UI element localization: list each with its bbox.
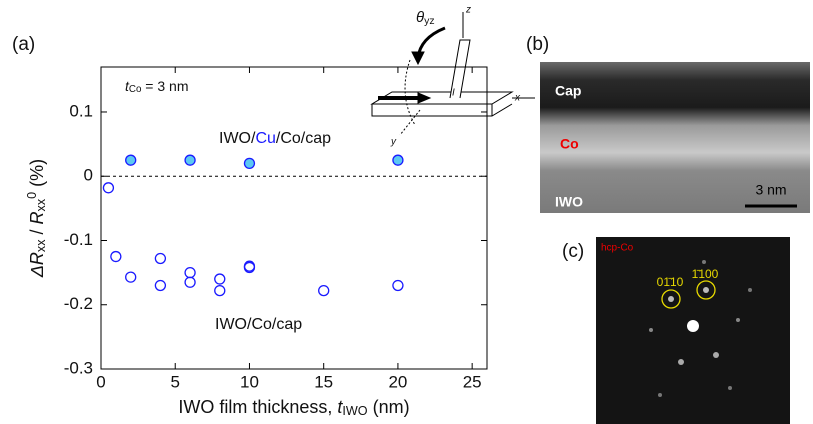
panel-label: (c) [562, 241, 584, 262]
point [393, 155, 403, 165]
text-part: = 3 nm [141, 78, 188, 94]
text-part: xx [34, 239, 48, 252]
point [185, 277, 195, 287]
point [319, 286, 329, 296]
x-tick-label: 0 [96, 372, 105, 391]
spot-label: 1̄100 [692, 267, 719, 281]
text-part: IWO/Co/cap [215, 316, 302, 333]
condition-label: tCo​ = 3 nm [125, 78, 189, 95]
text-part: Cu [255, 130, 275, 147]
point [215, 274, 225, 284]
point [155, 280, 165, 290]
annotation: IWO/Cu/Co/cap [219, 130, 331, 147]
inset-axis: z [465, 5, 471, 16]
tem-label: Cap [555, 83, 581, 99]
annotation: IWO/Co/cap [215, 316, 302, 333]
inset-axis: y [390, 137, 397, 148]
text-part: (%) [27, 159, 47, 192]
y-tick-label: 0.1 [69, 101, 93, 120]
figure: (a) (b) (c) θyz​ z x y I Cap Co IWO 3 nm… [0, 0, 813, 424]
text-part: (nm) [368, 397, 410, 417]
x-tick-label: 5 [170, 372, 179, 391]
text-part: yz [424, 15, 435, 27]
point [111, 252, 121, 262]
point [103, 183, 113, 193]
text-part: xx [34, 198, 48, 211]
point [126, 155, 136, 165]
tem-label: Co [560, 136, 579, 152]
point [244, 158, 254, 168]
point [185, 155, 195, 165]
point [185, 268, 195, 278]
tem-label: IWO [555, 194, 583, 210]
x-axis-label: IWO film thickness, tIWO​ (nm) [178, 397, 409, 418]
diffraction-image [596, 237, 790, 424]
y-tick-label: -0.1 [64, 230, 93, 249]
text-part: /Co/cap [276, 130, 331, 147]
text-part: IWO film thickness, [178, 397, 337, 417]
x-tick-label: 15 [314, 372, 333, 391]
panel-label: (a) [12, 34, 35, 55]
spot-label: 01̄10 [657, 275, 684, 289]
y-tick-label: -0.3 [64, 358, 93, 377]
x-tick-label: 20 [388, 372, 407, 391]
text-part: θ [416, 9, 424, 26]
inset-axis: x [514, 93, 521, 104]
text-part: Co [129, 84, 142, 95]
text-part: / [27, 224, 47, 239]
phase-label: hcp-Co [601, 243, 634, 254]
point [155, 253, 165, 263]
text-part: R [27, 211, 47, 224]
text-part: IWO [342, 404, 367, 418]
text-part: IWO/ [219, 130, 256, 147]
point [126, 272, 136, 282]
inset-diagram [372, 12, 535, 135]
y-tick-label: -0.2 [64, 294, 93, 313]
text-part: 0 [25, 192, 39, 199]
x-tick-label: 10 [240, 372, 259, 391]
text-part: ΔR [27, 252, 47, 278]
point [393, 280, 403, 290]
point [215, 286, 225, 296]
x-tick-label: 25 [463, 372, 482, 391]
panel-label: (b) [526, 34, 549, 55]
y-axis-label: ΔRxx​ / Rxx​0​ (%) [25, 159, 47, 278]
inset-angle: θyz​ [416, 9, 435, 27]
scale-label: 3 nm [755, 182, 786, 198]
inset-current: I [452, 88, 455, 99]
y-tick-label: 0 [84, 166, 93, 185]
